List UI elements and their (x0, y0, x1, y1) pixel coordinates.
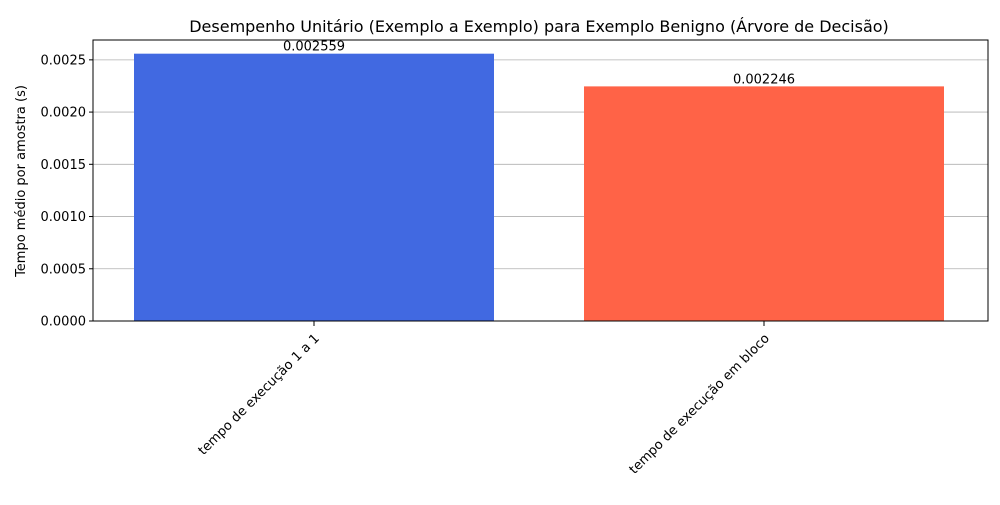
y-tick-label: 0.0000 (41, 315, 87, 330)
bar (584, 86, 944, 321)
y-axis: 0.0000 0.0005 0.0010 0.0015 0.0020 0.0025 (41, 53, 93, 330)
y-tick-label: 0.0005 (41, 262, 87, 277)
plot-frame (92, 39, 989, 322)
y-tick-label: 0.0010 (41, 210, 87, 225)
chart-title: Desempenho Unitário (Exemplo a Exemplo) … (189, 17, 889, 36)
x-tick-label: tempo de execução 1 a 1 (196, 331, 323, 458)
y-tick-label: 0.0025 (41, 53, 87, 68)
x-axis: tempo de execução 1 a 1 tempo de execução… (196, 321, 773, 477)
x-tick-label: tempo de execução em bloco (627, 331, 773, 477)
y-axis-label: Tempo médio por amostra (s) (14, 85, 29, 278)
y-tick-label: 0.0015 (41, 158, 87, 173)
y-tick-label: 0.0020 (41, 106, 87, 121)
value-labels: 0.002559 0.002246 (283, 40, 795, 88)
bar-value-label: 0.002246 (733, 72, 795, 87)
bar-value-label: 0.002559 (283, 40, 345, 55)
bars (134, 53, 944, 321)
bar (134, 53, 494, 321)
